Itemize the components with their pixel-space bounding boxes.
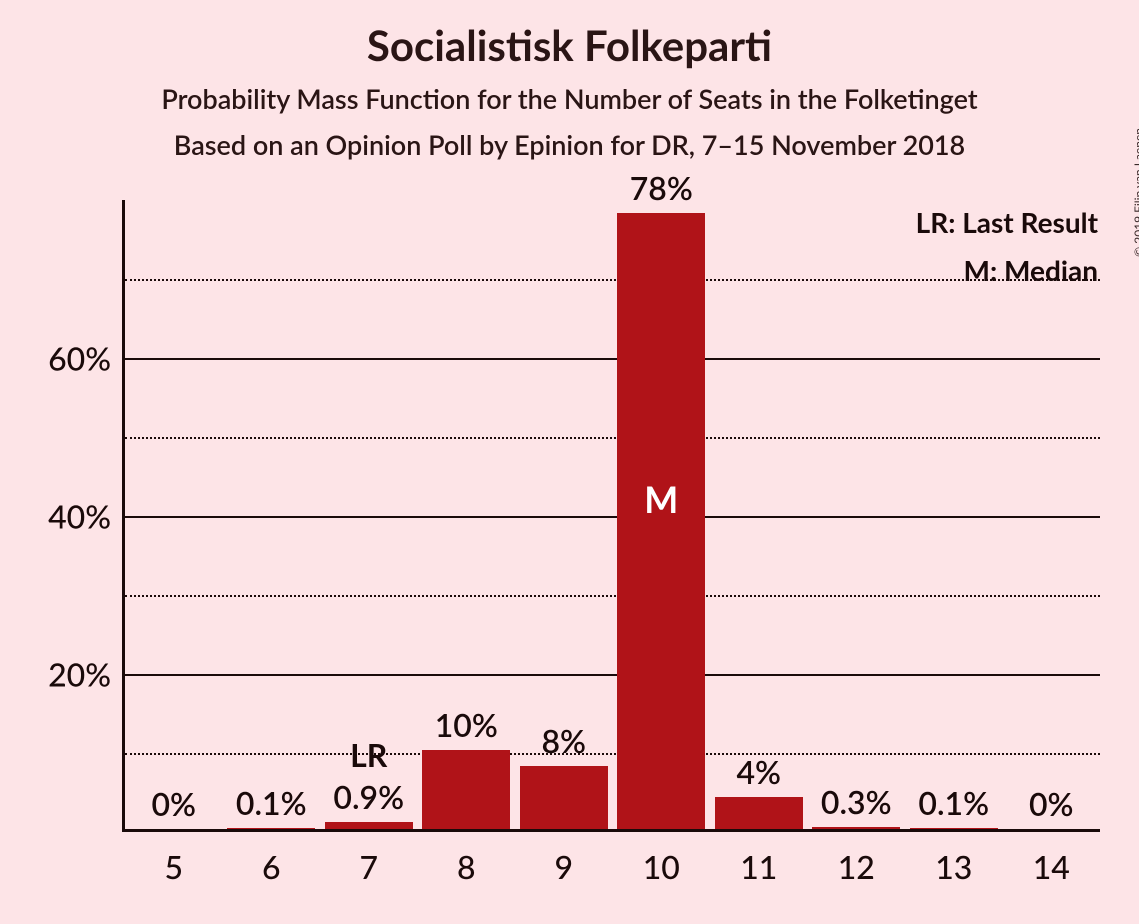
bar-slot: 8%9 (515, 200, 613, 829)
chart-container: Socialistisk Folkeparti Probability Mass… (0, 0, 1139, 924)
bar-slot: 4%11 (710, 200, 808, 829)
xtick-label: 9 (554, 829, 573, 886)
bar-value-label: 4% (736, 752, 781, 791)
bar-value-label: 0.9% (333, 777, 404, 816)
bar-value-label: 0.1% (236, 783, 307, 822)
chart-subtitle-2: Based on an Opinion Poll by Epinion for … (0, 128, 1139, 161)
bar-value-label: 0% (151, 784, 196, 823)
bars-group: 0%50.1%60.9%LR710%88%978%M104%110.3%120.… (125, 200, 1100, 829)
median-annotation: M (644, 477, 678, 521)
xtick-label: 8 (457, 829, 476, 886)
xtick-label: 6 (262, 829, 281, 886)
bar-value-label: 0.1% (918, 783, 989, 822)
bar-value-label: 0.3% (821, 782, 892, 821)
plot-area: 0%50.1%60.9%LR710%88%978%M104%110.3%120.… (122, 200, 1100, 832)
bar (520, 766, 608, 829)
xtick-label: 12 (838, 829, 875, 886)
bar-value-label: 0% (1029, 784, 1074, 823)
ytick-label: 40% (48, 497, 125, 536)
xtick-label: 7 (359, 829, 378, 886)
ytick-label: 60% (48, 339, 125, 378)
bar-value-label: 10% (435, 705, 498, 744)
bar-value-label: 8% (541, 721, 586, 760)
bar (325, 822, 413, 829)
bar-slot: 0.1%13 (905, 200, 1003, 829)
bar (617, 213, 705, 829)
ytick-label: 20% (48, 655, 125, 694)
xtick-label: 14 (1033, 829, 1070, 886)
bar-slot: 0.9%LR7 (320, 200, 418, 829)
chart-subtitle-1: Probability Mass Function for the Number… (0, 82, 1139, 115)
copyright-text: © 2019 Filip van Laenen (1131, 128, 1139, 257)
bar-slot: 10%8 (418, 200, 516, 829)
bar-slot: 0%14 (1003, 200, 1101, 829)
chart-title: Socialistisk Folkeparti (0, 20, 1139, 70)
xtick-label: 10 (643, 829, 680, 886)
xtick-label: 13 (935, 829, 972, 886)
bar-slot: 0.1%6 (223, 200, 321, 829)
bar-slot: 0.3%12 (808, 200, 906, 829)
xtick-label: 5 (164, 829, 183, 886)
legend-line-m: M: Median (916, 253, 1098, 287)
bar (715, 797, 803, 829)
bar-slot: 78%M10 (613, 200, 711, 829)
xtick-label: 11 (740, 829, 777, 886)
bar (422, 750, 510, 829)
bar-slot: 0%5 (125, 200, 223, 829)
legend: LR: Last Result M: Median (916, 205, 1098, 287)
legend-line-lr: LR: Last Result (916, 205, 1098, 239)
bar-value-label: 78% (630, 168, 693, 207)
last-result-annotation: LR (350, 735, 387, 774)
